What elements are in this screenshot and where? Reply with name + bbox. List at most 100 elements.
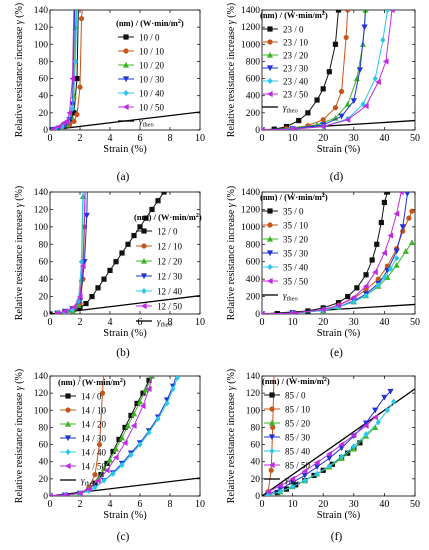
data-point bbox=[118, 434, 126, 441]
y-tick-label: 80 bbox=[39, 240, 49, 250]
y-axis-label-symbol: γ bbox=[226, 19, 237, 24]
x-tick-label: 0 bbox=[48, 499, 53, 510]
data-point bbox=[136, 398, 144, 405]
x-tick-label: 10 bbox=[195, 133, 205, 144]
legend-swatch-marker bbox=[269, 447, 275, 455]
data-point bbox=[363, 0, 369, 5]
data-point bbox=[69, 306, 76, 313]
data-point bbox=[326, 69, 332, 75]
data-point bbox=[351, 443, 357, 450]
legend-swatch-marker bbox=[266, 65, 274, 72]
data-point bbox=[137, 441, 143, 448]
data-point bbox=[394, 255, 400, 262]
legend-entry: 10 / 10 bbox=[139, 47, 165, 57]
legend-swatch-marker bbox=[267, 222, 273, 228]
data-point bbox=[335, 302, 342, 309]
y-tick-label: 40 bbox=[39, 458, 49, 468]
data-point bbox=[101, 477, 107, 484]
legend-entry: 23 / 10 bbox=[283, 38, 309, 48]
legend-entry: 85 / 30 bbox=[285, 433, 311, 443]
data-point bbox=[107, 267, 113, 274]
x-tick-label: 4 bbox=[108, 133, 113, 144]
data-point bbox=[326, 455, 333, 462]
panel-label: (b) bbox=[116, 347, 130, 359]
data-point bbox=[174, 376, 181, 381]
x-tick-label: 0 bbox=[260, 317, 265, 328]
data-point bbox=[320, 86, 326, 92]
x-tick-label: 50 bbox=[410, 499, 420, 510]
series-line bbox=[262, 10, 366, 130]
data-point bbox=[338, 88, 345, 95]
data-point bbox=[320, 306, 326, 313]
plot-area bbox=[50, 364, 200, 496]
legend-header-end: ) bbox=[325, 10, 328, 20]
y-axis-label-text: Relative resistance increase bbox=[14, 24, 25, 137]
data-point bbox=[74, 0, 79, 5]
data-point bbox=[96, 441, 103, 448]
data-point bbox=[86, 487, 92, 494]
x-tick-label: 40 bbox=[379, 133, 389, 144]
legend-header-text: (nm) / (W·min/m bbox=[116, 18, 178, 28]
data-point bbox=[77, 84, 83, 90]
y-tick-label: 800 bbox=[246, 240, 261, 250]
data-point bbox=[66, 109, 73, 116]
data-point bbox=[380, 36, 386, 44]
legend-swatch-marker bbox=[269, 392, 275, 398]
data-point bbox=[372, 407, 379, 414]
data-point bbox=[119, 250, 125, 256]
y-tick-label: 100 bbox=[246, 406, 261, 416]
legend-entry: 35 / 10 bbox=[283, 221, 309, 231]
data-point bbox=[406, 181, 412, 187]
legend-header-end: ) bbox=[327, 376, 330, 386]
data-point bbox=[381, 274, 387, 281]
data-point bbox=[372, 414, 378, 421]
data-point bbox=[131, 232, 137, 239]
legend-theo-sub: theo bbox=[85, 481, 96, 488]
legend-entry: 10 / 0 bbox=[139, 33, 160, 43]
data-point bbox=[178, 364, 183, 370]
x-tick-label: 30 bbox=[349, 499, 359, 510]
data-point bbox=[152, 364, 158, 370]
legend-swatch-marker bbox=[123, 34, 129, 40]
data-point bbox=[130, 410, 138, 417]
data-point bbox=[112, 454, 119, 461]
legend-header-text: (nm) / (W·min/m bbox=[260, 192, 322, 202]
data-point bbox=[344, 116, 351, 123]
plot-area bbox=[262, 0, 415, 130]
data-point bbox=[130, 422, 137, 429]
y-tick-label: 200 bbox=[246, 293, 261, 303]
data-point bbox=[344, 101, 351, 107]
x-tick-label: 30 bbox=[349, 133, 359, 144]
legend-entry: 35 / 50 bbox=[283, 277, 309, 287]
x-tick-label: 2 bbox=[78, 133, 83, 144]
data-point bbox=[289, 475, 296, 482]
x-tick-label: 20 bbox=[318, 499, 328, 510]
data-point bbox=[116, 436, 122, 443]
legend-swatch-marker bbox=[64, 462, 71, 470]
data-point bbox=[72, 58, 79, 65]
x-tick-label: 10 bbox=[288, 133, 298, 144]
series-line bbox=[267, 401, 395, 496]
y-tick-label: 60 bbox=[251, 441, 261, 451]
y-tick-label: 80 bbox=[39, 423, 49, 433]
legend-header-text: (nm) / (W·min/m bbox=[58, 377, 120, 387]
legend-theo-label: γtheo bbox=[283, 291, 298, 303]
legend-entry: 35 / 20 bbox=[283, 235, 309, 245]
data-point bbox=[290, 483, 296, 490]
legend-swatch-marker bbox=[122, 76, 130, 83]
data-point bbox=[119, 462, 125, 469]
y-tick-label: 140 bbox=[34, 188, 49, 198]
data-point bbox=[314, 97, 320, 103]
data-point bbox=[89, 293, 95, 300]
y-tick-label: 100 bbox=[34, 223, 49, 233]
legend-entry: 23 / 0 bbox=[283, 25, 304, 35]
data-point bbox=[332, 105, 339, 111]
data-point bbox=[393, 210, 400, 217]
legend: (nm) / (W·min/m2) 23 / 0 23 / 10 23 / 20 23 … bbox=[260, 10, 328, 115]
y-tick-label: 40 bbox=[39, 92, 49, 102]
x-tick-label: 10 bbox=[195, 499, 205, 510]
data-point bbox=[399, 224, 406, 230]
data-point bbox=[150, 369, 156, 375]
data-point bbox=[75, 302, 82, 308]
